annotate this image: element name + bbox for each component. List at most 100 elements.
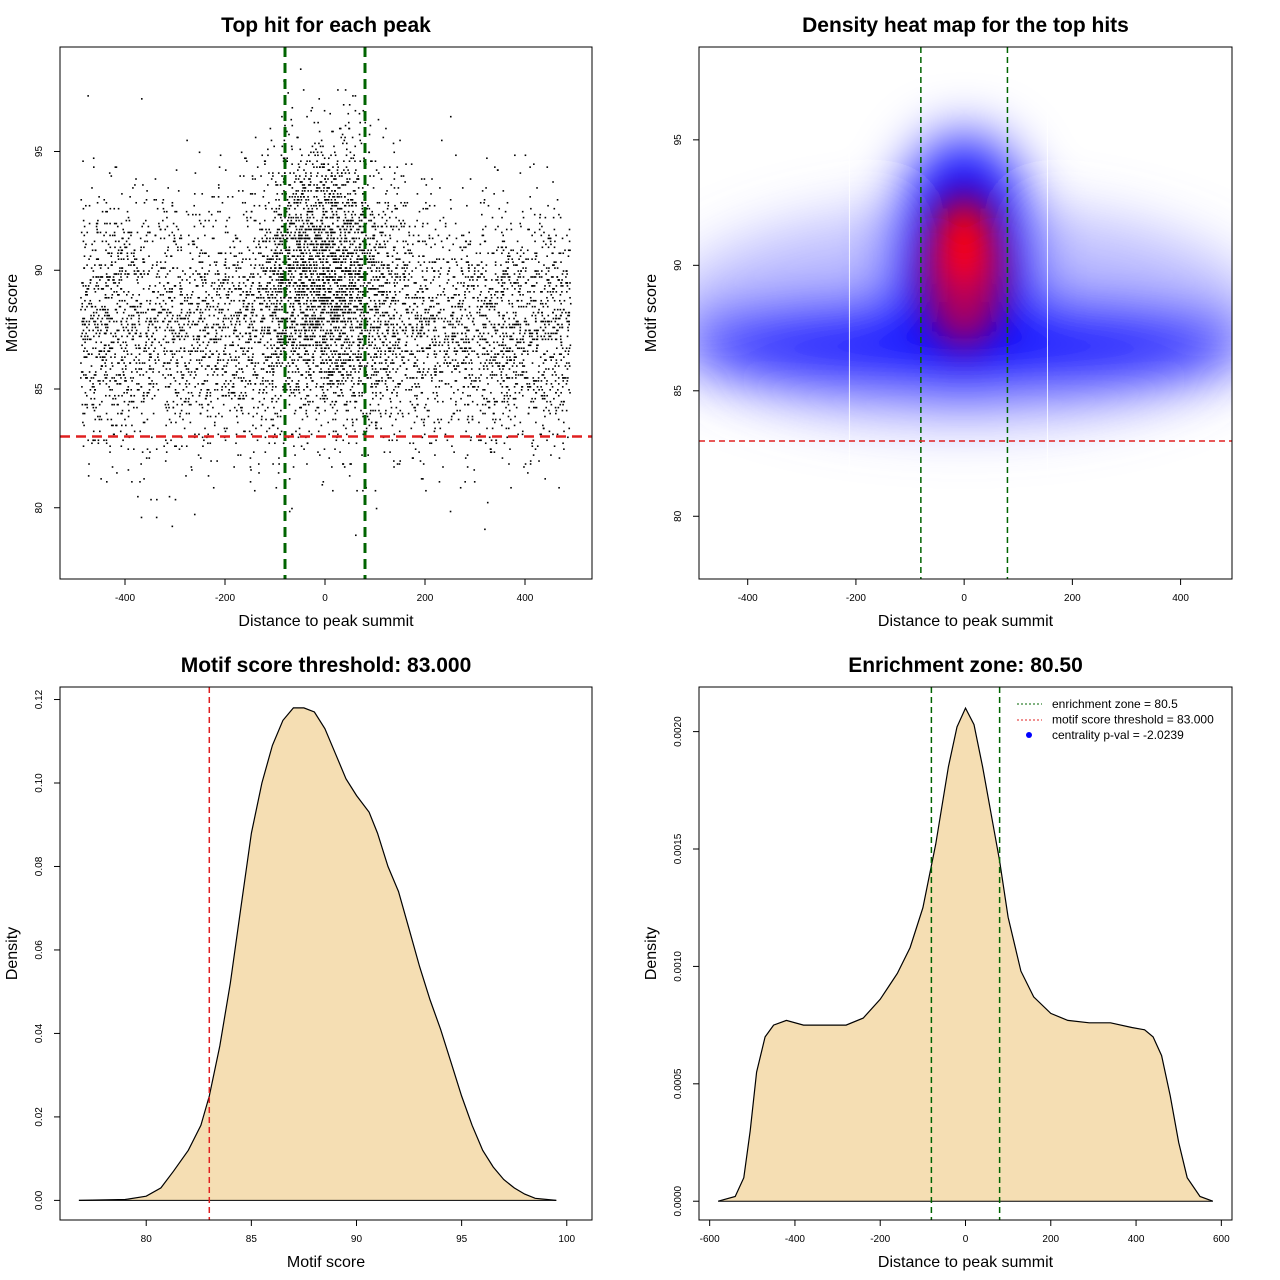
scatter-point: [147, 308, 149, 311]
scatter-point: [267, 148, 269, 151]
scatter-point: [321, 246, 324, 249]
scatter-point: [409, 377, 411, 379]
scatter-point: [343, 204, 346, 207]
scatter-point: [252, 326, 254, 329]
scatter-point: [148, 353, 151, 355]
scatter-point: [289, 302, 292, 305]
scatter-point: [545, 383, 548, 385]
scatter-point: [404, 276, 407, 278]
scatter-point: [485, 359, 488, 361]
scatter-point: [569, 302, 572, 305]
scatter-point: [278, 308, 280, 311]
scatter-point: [378, 285, 381, 287]
scatter-point: [194, 371, 196, 373]
scatter-point: [350, 350, 352, 353]
scatter-point: [270, 249, 273, 252]
scatter-point: [346, 294, 348, 296]
scatter-point: [280, 341, 282, 344]
scatter-point: [252, 368, 255, 370]
scatter-point: [510, 335, 513, 338]
scatter-point: [429, 305, 431, 308]
scatter-point: [513, 403, 516, 406]
scatter-point: [145, 320, 147, 323]
scatter-point: [273, 365, 275, 367]
scatter-point: [122, 311, 125, 314]
scatter-point: [154, 234, 157, 237]
scatter-point: [289, 276, 292, 278]
scatter-point: [515, 264, 517, 266]
scatter-point: [224, 261, 227, 263]
scatter-point: [449, 199, 452, 201]
scatter-point: [300, 234, 302, 237]
scatter-point: [251, 175, 254, 177]
scatter-point: [477, 335, 480, 338]
scatter-point: [324, 240, 327, 243]
scatter-point: [298, 279, 300, 281]
scatter-point: [289, 270, 292, 272]
scatter-point: [385, 193, 387, 195]
scatter-point: [376, 201, 379, 204]
scatter-point: [276, 252, 279, 255]
scatter-point: [288, 365, 291, 367]
scatter-point: [471, 415, 474, 418]
scatter-point: [127, 386, 130, 388]
scatter-point: [390, 362, 392, 364]
scatter-point: [399, 365, 402, 367]
scatter-point: [380, 234, 383, 237]
scatter-point: [344, 231, 346, 234]
scatter-point: [120, 222, 123, 225]
scatter-point: [555, 314, 557, 317]
scatter-point: [196, 350, 199, 353]
scatter-point: [246, 308, 248, 311]
scatter-point: [404, 181, 406, 183]
scatter-point: [270, 258, 272, 260]
scatter-point: [384, 368, 387, 370]
scatter-point: [212, 406, 214, 409]
scatter-point: [200, 261, 202, 263]
scatter-point: [114, 380, 116, 382]
scatter-point: [129, 196, 131, 198]
scatter-point: [395, 371, 397, 373]
scatter-point: [151, 240, 154, 243]
scatter-point: [101, 210, 104, 213]
scatter-point: [277, 288, 280, 290]
scatter-point: [285, 365, 288, 367]
scatter-point: [204, 273, 206, 275]
scatter-point: [394, 246, 396, 249]
scatter-point: [294, 394, 296, 397]
scatter-point: [367, 311, 370, 314]
scatter-point: [549, 282, 552, 284]
scatter-point: [217, 279, 220, 281]
scatter-point: [566, 285, 569, 287]
scatter-point: [423, 362, 425, 364]
scatter-point: [261, 326, 263, 329]
scatter-point: [338, 356, 340, 358]
scatter-point: [273, 302, 275, 305]
scatter-point: [170, 291, 172, 293]
scatter-point: [544, 338, 547, 341]
scatter-point: [369, 299, 372, 302]
scatter-point: [375, 326, 378, 329]
scatter-point: [87, 288, 90, 290]
scatter-point: [178, 332, 181, 335]
scatter-point: [535, 252, 538, 255]
scatter-point: [201, 406, 204, 409]
scatter-point: [292, 344, 295, 347]
scatter-point: [87, 353, 90, 355]
scatter-point: [291, 344, 293, 347]
scatter-point: [89, 389, 92, 391]
scatter-point: [326, 383, 329, 385]
scatter-point: [349, 243, 352, 246]
scatter-point: [248, 258, 251, 260]
scatter-point: [502, 326, 504, 329]
scatter-point: [162, 320, 165, 323]
scatter-point: [280, 350, 282, 353]
scatter-point: [131, 481, 133, 483]
scatter-point: [352, 329, 355, 332]
scatter-point: [569, 391, 571, 394]
scatter-point: [309, 243, 312, 246]
scatter-point: [398, 291, 401, 293]
scatter-point: [434, 228, 437, 231]
scatter-point: [527, 258, 529, 260]
scatter-point: [306, 299, 309, 302]
